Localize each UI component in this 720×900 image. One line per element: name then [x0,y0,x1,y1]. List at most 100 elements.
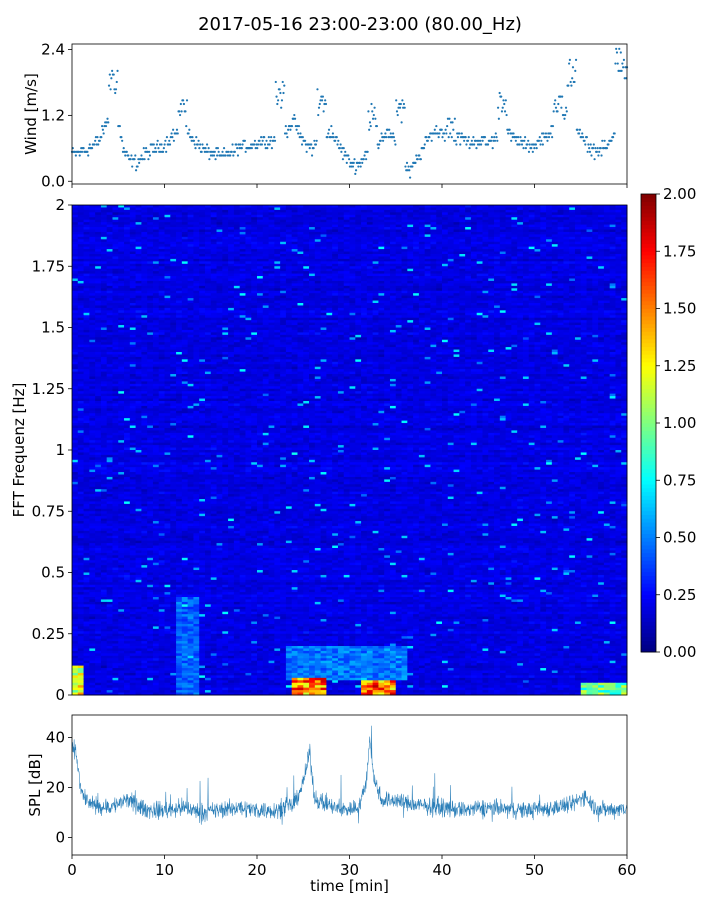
spectrogram-cell [320,283,327,287]
spectrogram-cell [603,222,611,226]
spectrogram-cell [181,251,189,255]
spectrogram-cell [592,273,599,277]
spectrogram-cell [615,263,622,267]
spectrogram-cell [303,280,310,284]
wind-point [260,136,263,139]
spectrogram-cell [89,285,96,289]
spectrogram-cell [210,251,218,255]
spectrogram-cell [285,212,293,216]
wind-point [405,169,408,172]
spectrogram-cell [118,227,125,230]
spectrogram-cell [181,249,189,253]
spectrogram-cell [343,214,350,218]
spectrogram-cell [470,229,478,233]
spectrogram-cell [320,229,327,233]
wind-point [204,147,207,150]
spectrogram-cell [204,246,212,250]
spectrogram-cell [176,261,183,265]
spectrogram-cell [413,276,420,279]
wind-point [267,136,270,139]
spectrogram-cell [413,209,420,213]
spectrogram-cell [228,278,235,282]
spectrogram-cell [141,268,148,272]
spectrogram-cell [476,231,483,235]
spectrogram-cell [176,271,183,275]
spectrogram-cell [274,266,281,270]
spectrogram-cell [482,212,489,216]
spectrogram-cell [494,251,501,255]
spectrogram-cell [615,271,622,275]
spectrogram-cell [430,236,437,240]
spectrogram-cell [476,256,483,260]
spectrogram-cell [413,207,420,211]
wind-point [231,143,234,146]
spectrogram-cell [401,271,408,275]
spectrogram-cell [326,263,333,267]
spectrogram-cell [505,227,512,230]
spectrogram-cell [349,241,356,245]
wind-point [497,117,500,120]
spectrogram-cell [124,209,131,213]
wind-point [563,117,566,120]
wind-point [391,136,394,139]
spectrogram-cell [494,205,501,208]
spectrogram-cell [603,212,611,216]
spectrogram-cell [384,241,391,245]
spectrogram-cell [384,234,391,238]
wind-point [127,154,130,157]
spectrogram-cell [395,271,403,275]
spectrogram-cell [609,244,616,248]
spectrogram-cell [106,258,113,262]
spectrogram-cell [187,258,194,262]
spectrogram-cell [442,207,449,211]
spectrogram-cell [389,229,397,233]
spectrogram-cell [332,266,339,270]
wind-point [612,136,615,139]
wind-point [104,124,108,128]
spectrogram-cell [505,222,512,226]
spectrogram-cell [407,283,414,287]
spectrogram-cell [135,231,142,235]
spectrogram-cell [320,236,327,240]
spectrogram-cell [204,268,212,272]
spectrogram-cell [389,266,397,270]
spectrogram-cell [274,283,281,287]
spectrogram-cell [193,231,200,235]
wind-point [425,136,428,139]
spectrogram-cell [83,249,90,253]
wind-point [580,136,583,139]
wind-point [120,136,123,139]
spectrogram-cell [476,276,483,279]
wind-point [226,154,230,157]
spectrogram-cell [528,236,535,240]
spectrogram-cell [615,251,622,255]
spectrogram-cell [430,244,437,248]
spectrogram-cell [574,280,582,284]
spectrogram-cell [418,244,426,248]
spectrogram-cell [100,273,108,277]
spectrogram-cell [228,256,235,260]
spectrogram-cell [239,273,246,277]
spectrogram-cell [245,229,252,233]
spectrogram-cell [135,222,142,226]
spectrogram-cell [447,278,455,282]
spectrogram-cell [603,214,611,218]
spectrogram-cell [152,251,160,255]
spectrogram-cell [106,280,113,284]
wind-point [403,106,406,109]
spectrogram-cell [291,256,298,260]
spectrogram-cell [228,285,235,289]
spectrogram-cell [436,244,443,248]
spectrogram-cell [349,224,356,228]
spectrogram-cell [89,266,96,270]
spectrogram-cell [355,227,362,230]
spectrogram-cell [372,224,379,228]
spectrogram-cell [413,231,420,235]
spectrogram-cell [314,234,322,238]
wind-point [449,121,453,124]
spectrogram-cell [170,207,177,211]
spectrogram-cell [407,261,414,265]
spectrogram-cell [83,256,90,260]
spectrogram-cell [603,236,611,240]
spectrogram-cell [522,224,530,228]
